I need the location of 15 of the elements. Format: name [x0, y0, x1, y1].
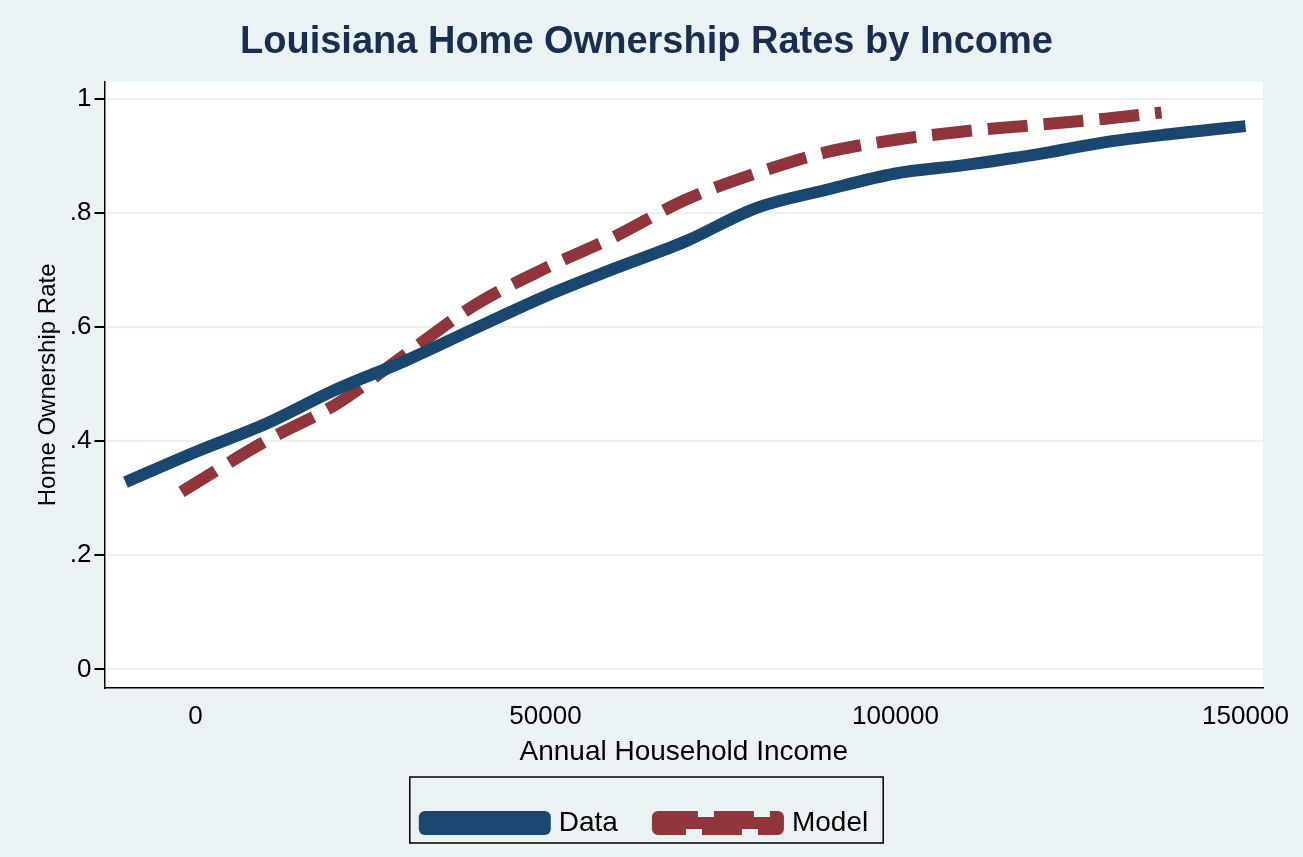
- x-tick-label: 50000: [509, 699, 582, 730]
- y-tick-label: .4: [69, 424, 92, 455]
- legend-label: Data: [558, 805, 619, 837]
- y-tick-label: .6: [69, 310, 92, 341]
- x-tick-label: 100000: [852, 699, 939, 730]
- y-tick-label: .2: [69, 538, 92, 569]
- x-tick-label: 150000: [1202, 699, 1289, 730]
- y-tick-label: .8: [69, 196, 92, 227]
- x-tick-label: 0: [188, 699, 203, 730]
- chart-title: Louisiana Home Ownership Rates by Income: [240, 19, 1053, 62]
- y-axis-title: Home Ownership Rate: [33, 263, 61, 507]
- legend-label: Model: [791, 805, 869, 837]
- y-tick-label: 0: [77, 652, 92, 683]
- y-tick-label: 1: [77, 81, 92, 112]
- x-axis-title: Annual Household Income: [519, 734, 848, 766]
